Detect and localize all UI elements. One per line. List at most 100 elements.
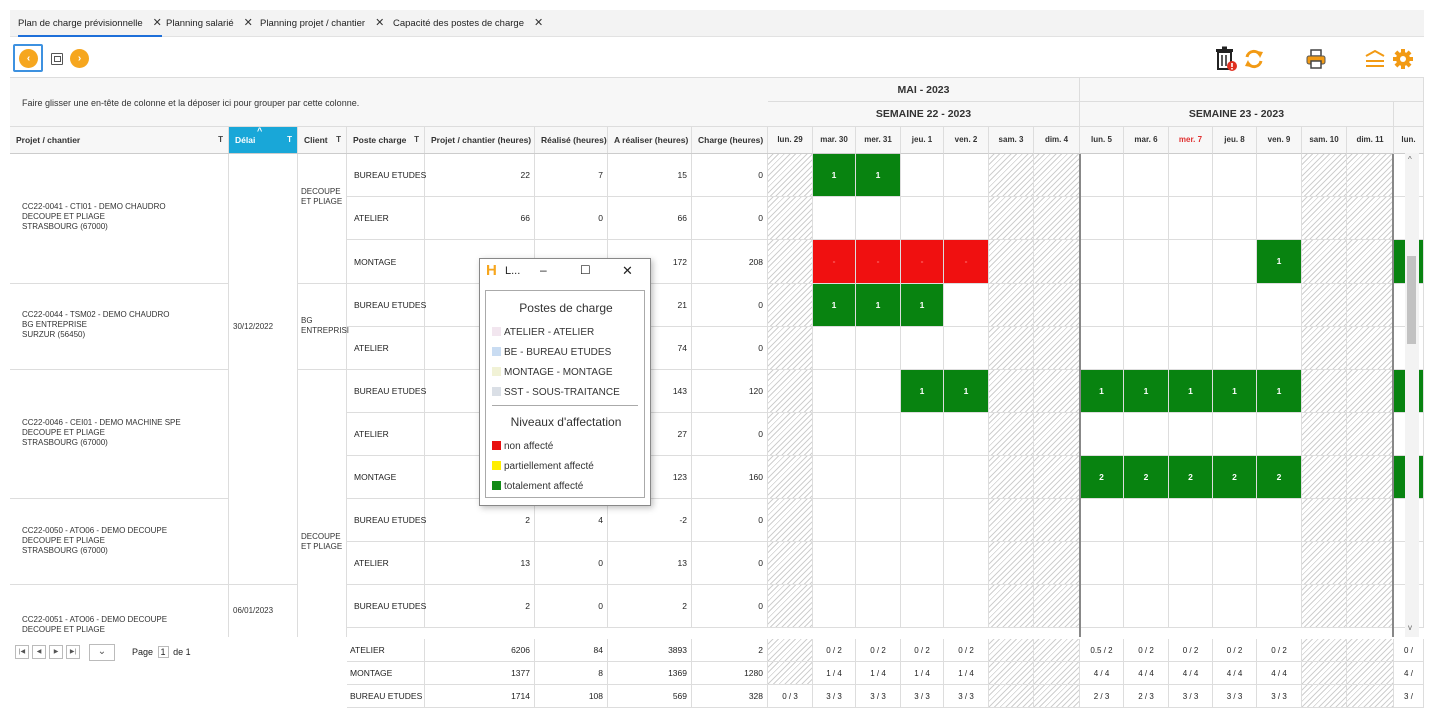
gantt-cell[interactable]: [1347, 542, 1394, 585]
gantt-cell[interactable]: [901, 284, 944, 327]
gantt-cell[interactable]: [1124, 327, 1169, 370]
scroll-thumb[interactable]: [1407, 256, 1416, 344]
gantt-cell[interactable]: [768, 284, 813, 327]
gantt-cell[interactable]: [1169, 370, 1213, 413]
gantt-cell[interactable]: [1124, 499, 1169, 542]
gantt-cell[interactable]: [1213, 413, 1257, 456]
poste-cell[interactable]: ATELIER: [347, 413, 425, 456]
col-client[interactable]: Client T: [298, 127, 347, 153]
assignment-bar[interactable]: 2: [1257, 456, 1301, 498]
gantt-cell[interactable]: [1169, 240, 1213, 284]
gantt-cell[interactable]: [1124, 585, 1169, 628]
value-realise[interactable]: 7: [535, 154, 608, 197]
value-realise[interactable]: 0: [535, 585, 608, 628]
gantt-cell[interactable]: [1080, 240, 1124, 284]
gantt-cell[interactable]: [856, 327, 901, 370]
gantt-cell[interactable]: [1257, 585, 1302, 628]
gantt-cell[interactable]: [768, 542, 813, 585]
gantt-cell[interactable]: [813, 413, 856, 456]
gantt-cell[interactable]: [901, 370, 944, 413]
gantt-cell[interactable]: [1080, 154, 1124, 197]
gantt-cell[interactable]: [1080, 284, 1124, 327]
next-button[interactable]: ›: [70, 49, 89, 68]
assignment-bar[interactable]: 1: [901, 284, 943, 326]
filter-icon[interactable]: T: [287, 135, 292, 144]
project-cell[interactable]: CC22-0046 - CEI01 - DEMO MACHINE SPE DEC…: [10, 370, 229, 499]
gantt-cell[interactable]: [1213, 284, 1257, 327]
gantt-cell[interactable]: [1257, 327, 1302, 370]
project-cell[interactable]: CC22-0050 - ATO06 - DEMO DECOUPE DECOUPE…: [10, 499, 229, 585]
gantt-cell[interactable]: [944, 154, 989, 197]
legend-window-titlebar[interactable]: H L... – ☐ ✕: [480, 259, 650, 285]
gantt-cell[interactable]: [1257, 370, 1302, 413]
gantt-cell[interactable]: [1347, 240, 1394, 284]
value-charge[interactable]: 120: [692, 370, 768, 413]
gantt-cell[interactable]: [856, 542, 901, 585]
gantt-cell[interactable]: [1257, 413, 1302, 456]
gantt-cell[interactable]: [901, 154, 944, 197]
assignment-bar[interactable]: -: [901, 240, 943, 283]
assignment-bar[interactable]: 1: [1257, 370, 1301, 412]
gantt-cell[interactable]: [1213, 197, 1257, 240]
gantt-cell[interactable]: [1302, 197, 1347, 240]
gantt-cell[interactable]: [1302, 413, 1347, 456]
gantt-cell[interactable]: [989, 585, 1034, 628]
col-projet[interactable]: Projet / chantier T: [10, 127, 229, 153]
gantt-cell[interactable]: [1347, 456, 1394, 499]
gantt-cell[interactable]: [1169, 499, 1213, 542]
gantt-cell[interactable]: [1169, 284, 1213, 327]
gantt-cell[interactable]: [768, 499, 813, 542]
gantt-cell[interactable]: [901, 197, 944, 240]
gantt-cell[interactable]: [901, 499, 944, 542]
gantt-cell[interactable]: [1124, 413, 1169, 456]
gantt-cell[interactable]: [1034, 585, 1080, 628]
gantt-cell[interactable]: [813, 284, 856, 327]
assignment-bar[interactable]: 1: [813, 154, 855, 196]
group-panel[interactable]: Faire glisser une en-tête de colonne et …: [10, 78, 768, 127]
value-charge[interactable]: 0: [692, 154, 768, 197]
gantt-cell[interactable]: [944, 413, 989, 456]
first-page-button[interactable]: |◀: [15, 645, 29, 659]
maximize-button[interactable]: ☐: [580, 263, 591, 277]
assignment-bar[interactable]: -: [813, 240, 855, 283]
assignment-bar[interactable]: 2: [1080, 456, 1123, 498]
gantt-cell[interactable]: [1124, 197, 1169, 240]
gantt-cell[interactable]: [1034, 240, 1080, 284]
gantt-cell[interactable]: [768, 154, 813, 197]
close-icon[interactable]: ✕: [533, 17, 544, 29]
gantt-cell[interactable]: [1124, 370, 1169, 413]
gantt-cell[interactable]: [813, 327, 856, 370]
gantt-cell[interactable]: [1213, 542, 1257, 585]
previous-button[interactable]: ‹: [19, 49, 38, 68]
print-icon[interactable]: [1306, 49, 1326, 69]
gantt-cell[interactable]: [944, 197, 989, 240]
gantt-cell[interactable]: [1302, 240, 1347, 284]
assignment-bar[interactable]: -: [944, 240, 988, 283]
value-charge[interactable]: 208: [692, 240, 768, 284]
gantt-cell[interactable]: [856, 240, 901, 284]
gantt-cell[interactable]: [1034, 413, 1080, 456]
scroll-down-icon[interactable]: v: [1408, 623, 1412, 632]
gantt-cell[interactable]: [768, 327, 813, 370]
gantt-cell[interactable]: [856, 456, 901, 499]
assignment-bar[interactable]: 1: [1124, 370, 1168, 412]
value-areal[interactable]: 13: [608, 542, 692, 585]
assignment-bar[interactable]: 1: [944, 370, 988, 412]
value-projet[interactable]: 2: [425, 499, 535, 542]
close-button[interactable]: ✕: [622, 263, 633, 278]
gantt-cell[interactable]: [813, 370, 856, 413]
assignment-bar[interactable]: 2: [1169, 456, 1212, 498]
refresh-icon[interactable]: [1243, 48, 1265, 70]
value-charge[interactable]: 0: [692, 197, 768, 240]
client-cell[interactable]: BG ENTREPRISI: [298, 284, 349, 370]
assignment-bar[interactable]: 1: [1257, 240, 1301, 283]
gantt-cell[interactable]: [1302, 284, 1347, 327]
gantt-cell[interactable]: [1169, 327, 1213, 370]
gantt-cell[interactable]: [989, 413, 1034, 456]
gantt-cell[interactable]: [1257, 499, 1302, 542]
delai-cell[interactable]: 06/01/2023: [229, 585, 298, 637]
trash-delete-icon[interactable]: [1214, 46, 1238, 72]
assignment-bar[interactable]: 1: [856, 154, 900, 196]
gantt-cell[interactable]: [1080, 585, 1124, 628]
gantt-cell[interactable]: [1169, 585, 1213, 628]
